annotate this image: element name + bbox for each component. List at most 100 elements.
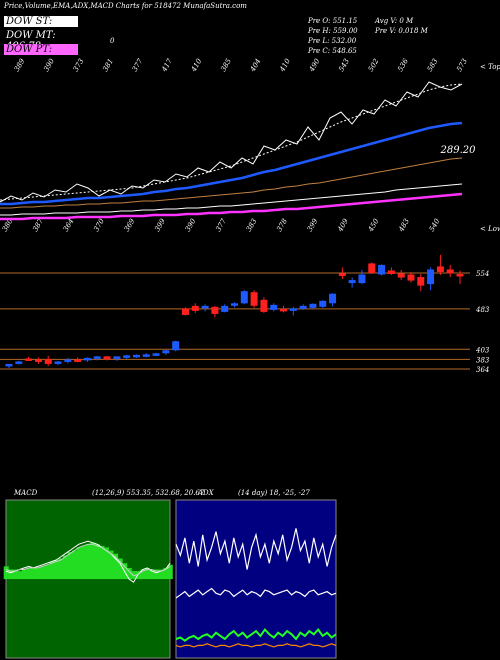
- macd-frame: [5, 499, 171, 659]
- macd-histogram-bar: [76, 547, 82, 580]
- macd-histogram-bar: [149, 569, 155, 580]
- candle-body: [309, 303, 317, 308]
- candle-body: [280, 308, 288, 312]
- legend-dow-pt: DOW PT: 390.11: [4, 44, 78, 66]
- legend-marker: 0: [110, 37, 115, 45]
- candle-body: [329, 293, 337, 304]
- candle-body: [260, 299, 268, 312]
- title-text: Price,Volume,EMA,ADX,MACD Charts for 518…: [4, 2, 181, 10]
- adx-line: [175, 643, 337, 648]
- macd-histogram-bar: [113, 553, 119, 580]
- price-level-label: 554: [476, 270, 489, 278]
- macd-histogram-bar: [8, 569, 14, 580]
- price-chart: 389 390 373 381 377 417 410 385 404 410 490 543 502 5…: [0, 57, 490, 374]
- low-label: 390: [184, 217, 198, 233]
- macd-histogram-bar: [158, 569, 164, 580]
- macd-histogram-bar: [62, 555, 68, 580]
- legend-dow-pt-label: DOW PT: 390.11: [6, 44, 53, 66]
- macd-histogram-bar: [40, 566, 46, 580]
- candle-body: [152, 353, 160, 356]
- candle-body: [113, 356, 121, 359]
- candle-body: [142, 354, 150, 357]
- macd-histogram-bar: [58, 558, 64, 580]
- macd-histogram-bar: [108, 550, 114, 580]
- macd-histogram-bar: [26, 567, 32, 580]
- macd-line: [5, 540, 171, 583]
- candle-body: [132, 354, 140, 358]
- macd-histogram-bar: [131, 571, 137, 580]
- macd-histogram-bar: [17, 571, 23, 580]
- candle-body: [93, 356, 101, 359]
- macd-histogram-bar: [117, 558, 123, 580]
- macd-histogram-bar: [99, 545, 105, 580]
- candle-body: [221, 305, 229, 312]
- adx-frame: [175, 499, 337, 659]
- low-label: 370: [92, 217, 106, 233]
- candle-body: [368, 263, 376, 273]
- candle-body: [348, 280, 356, 284]
- top-label: 417: [160, 57, 174, 74]
- macd-histogram-bar: [135, 571, 141, 580]
- low-label: 540: [428, 217, 442, 233]
- stat-low: Pre L: 532.00: [308, 37, 357, 45]
- top-label: 385: [219, 57, 233, 73]
- low-label: 369: [123, 217, 137, 233]
- adx-line: [175, 587, 337, 599]
- top-label: 583: [426, 57, 440, 73]
- macd-histogram-bar: [31, 567, 37, 580]
- macd-histogram-bar: [167, 564, 173, 580]
- candle-body: [446, 269, 454, 274]
- low-label: 383: [245, 217, 259, 233]
- ema-value-label: 289.20: [440, 145, 477, 156]
- low-label: 450: [366, 217, 380, 234]
- low-label: 387: [31, 217, 45, 233]
- stat-close: Pre C: 548.65: [308, 47, 357, 55]
- adx-line: [175, 628, 337, 642]
- macd-histogram-bar: [140, 569, 146, 580]
- stat-open: Pre O: 551.15: [308, 17, 358, 25]
- macd-label: MACD: [14, 489, 38, 497]
- candle-body: [172, 341, 180, 351]
- site-name[interactable]: MunafaSutra.com: [183, 2, 247, 10]
- candle-body: [123, 355, 131, 358]
- candle-body: [299, 305, 307, 309]
- top-label: 502: [367, 57, 381, 73]
- candle-body: [15, 361, 23, 364]
- candle-body: [64, 359, 72, 362]
- candle-body: [5, 363, 13, 367]
- candle-body: [181, 308, 189, 315]
- ema-line: [0, 192, 463, 221]
- candle-body: [191, 305, 199, 311]
- low-label: 377: [214, 217, 228, 233]
- macd-histogram-bar: [53, 560, 59, 580]
- price-level-label: 403: [475, 346, 490, 354]
- candle-body: [436, 266, 444, 272]
- low-label: 483: [397, 217, 411, 234]
- low-label: 364: [62, 217, 76, 233]
- macd-histogram-bar: [90, 542, 96, 580]
- candle-body: [34, 359, 42, 362]
- macd-histogram-bar: [67, 552, 73, 580]
- candle-body: [358, 274, 366, 284]
- price-level-label: 383: [476, 356, 490, 364]
- macd-histogram-bar: [163, 567, 169, 580]
- candle-body: [201, 305, 209, 309]
- candle-body: [397, 273, 405, 278]
- low-label: 409: [336, 217, 350, 234]
- macd-histogram-bar: [144, 567, 150, 580]
- top-label: 490: [307, 57, 321, 74]
- candle-body: [74, 359, 82, 362]
- chart-title: Price,Volume,EMA,ADX,MACD Charts for 518…: [4, 2, 247, 10]
- candle-body: [417, 277, 425, 286]
- ema-line: [0, 81, 463, 203]
- lows-corner-label: < Lows: [480, 225, 500, 233]
- candle-body: [407, 274, 415, 281]
- candle-body: [162, 350, 170, 354]
- stat-prev-volume: Pre V: 0.018 M: [375, 27, 428, 35]
- macd-line: [5, 543, 171, 577]
- stat-avg-volume: Avg V: 0 M: [375, 17, 414, 25]
- macd-histogram-bar: [12, 569, 18, 580]
- stat-high: Pre H: 559.00: [308, 27, 358, 35]
- candle-body: [25, 358, 33, 361]
- adx-label: ADX: [198, 489, 214, 497]
